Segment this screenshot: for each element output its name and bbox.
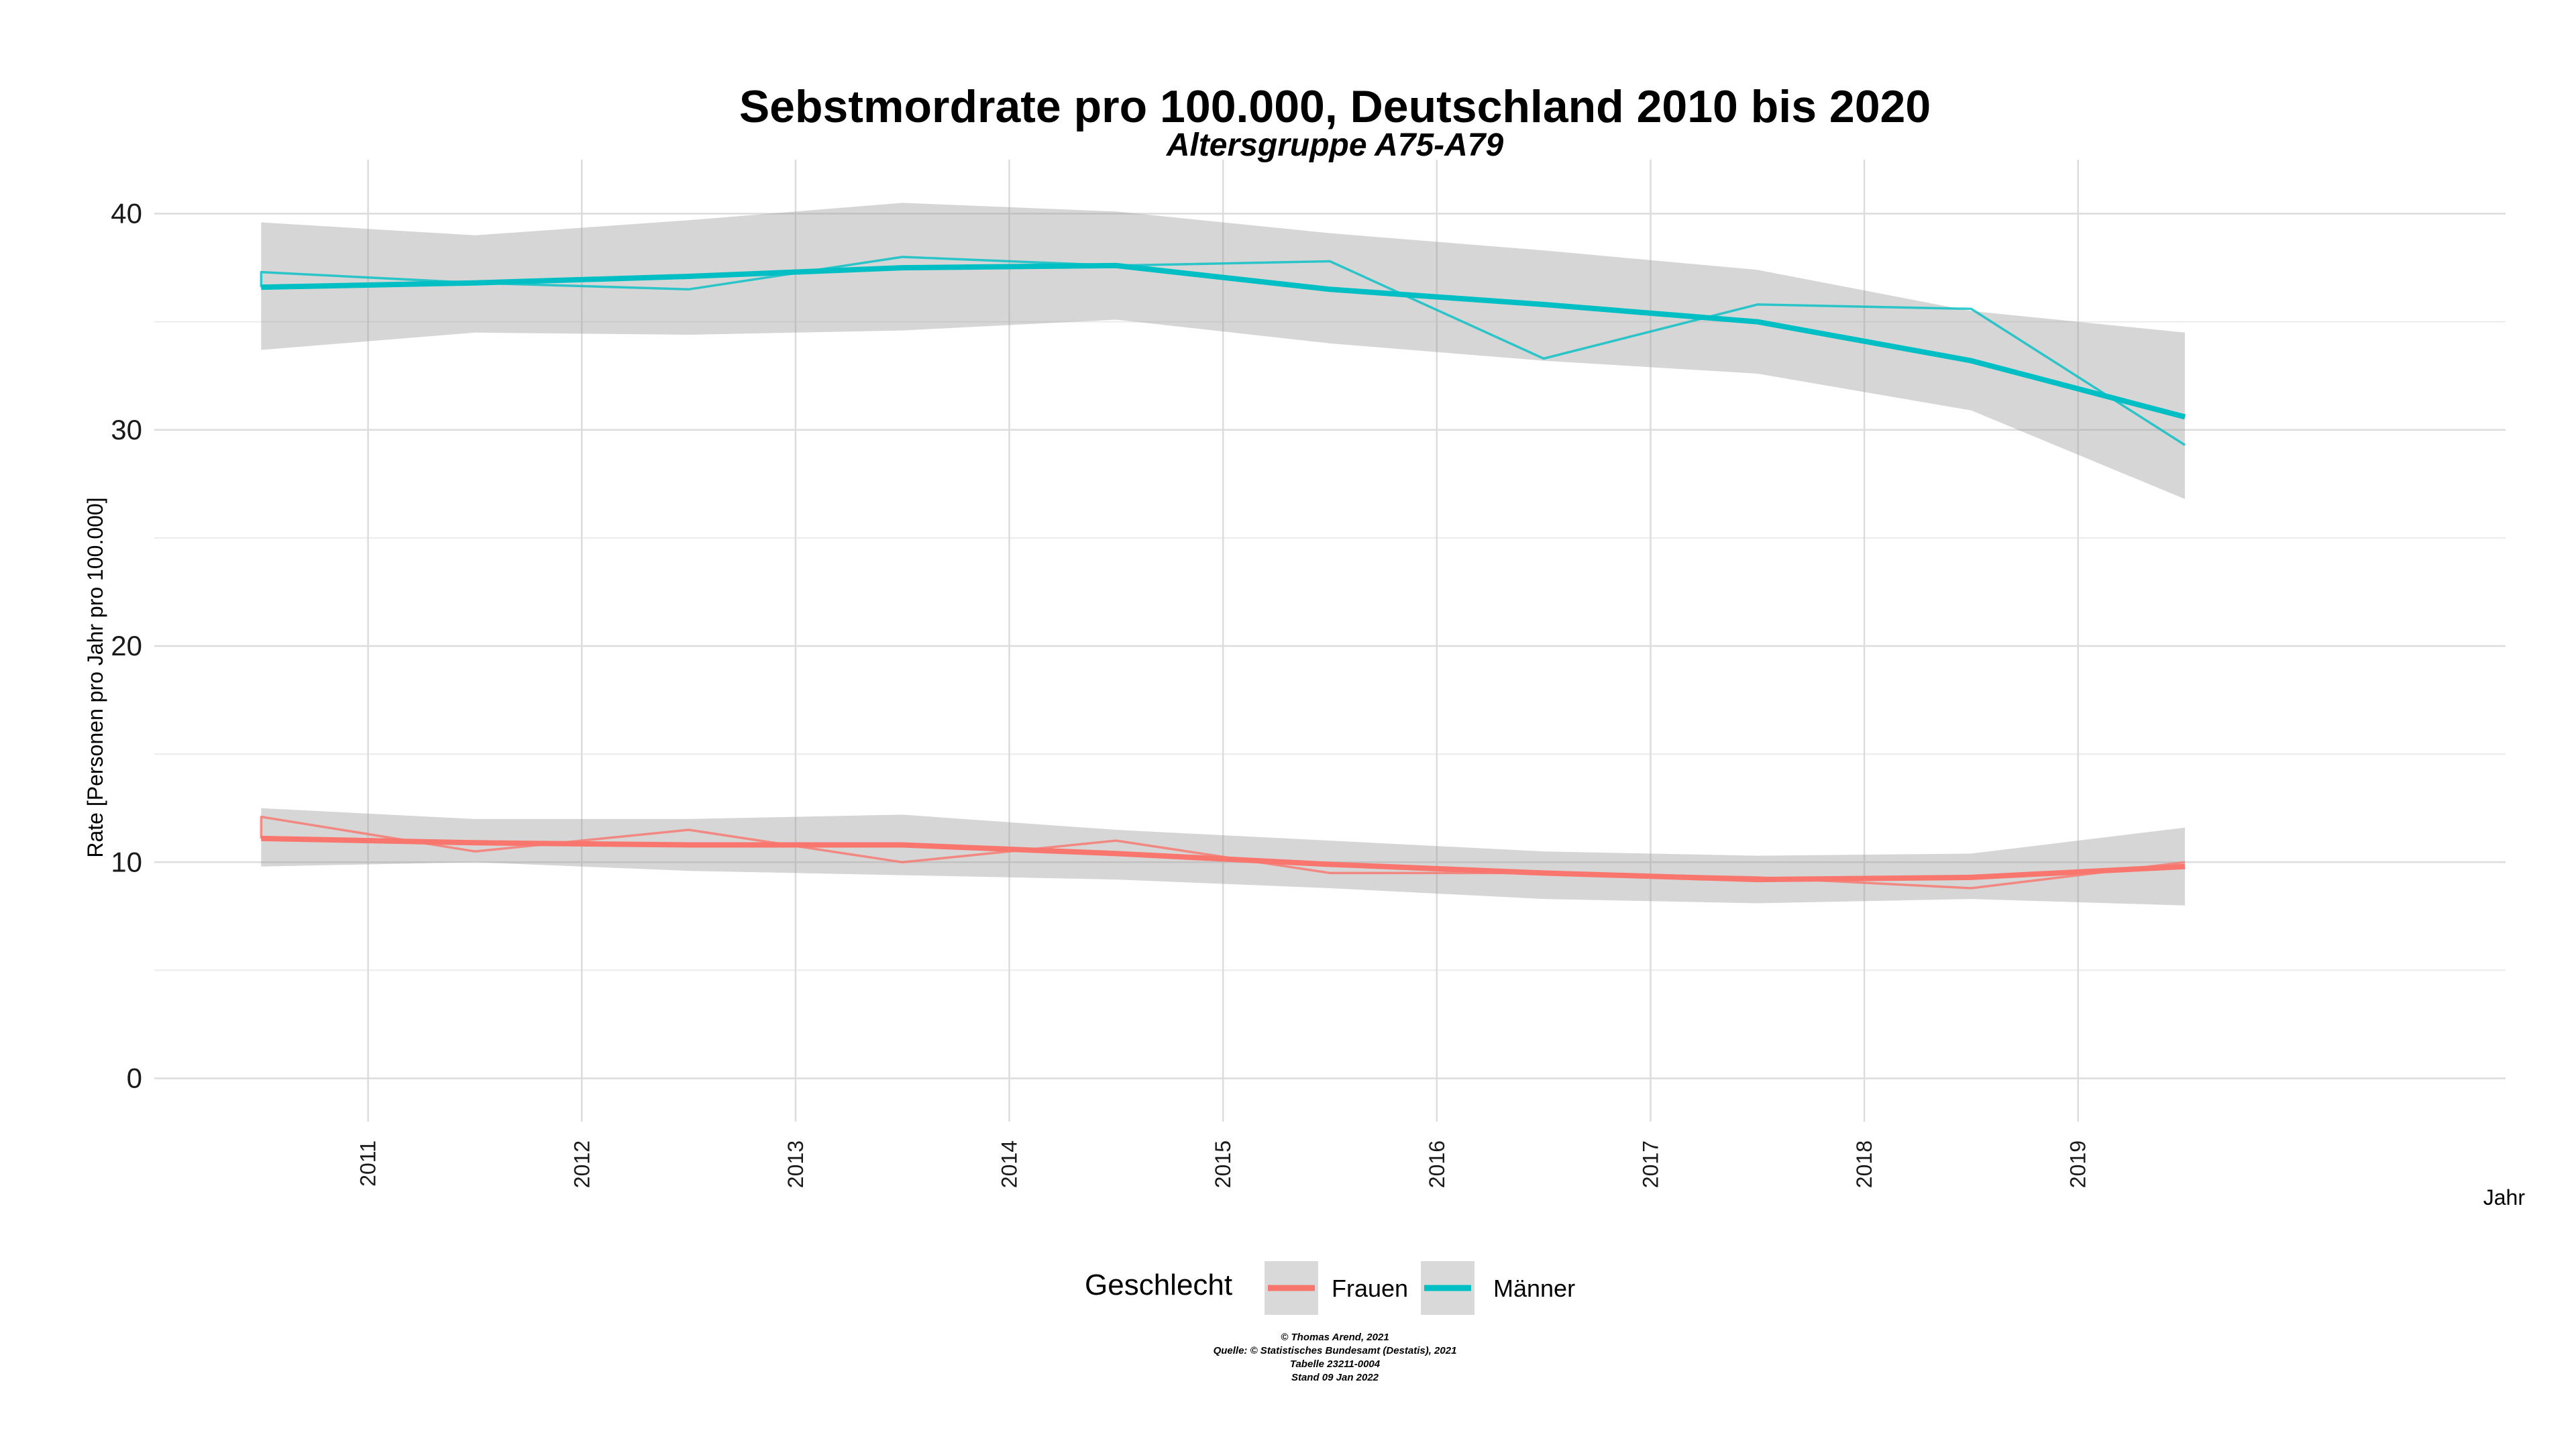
x-tick-label: 2019 [2066, 1140, 2090, 1188]
chart-title: Sebstmordrate pro 100.000, Deutschland 2… [739, 81, 1931, 132]
series-lines [260, 256, 2186, 890]
x-tick-label: 2013 [784, 1140, 808, 1188]
x-tick-label: 2017 [1638, 1140, 1662, 1188]
y-tick-label: 0 [127, 1063, 142, 1094]
x-axis-ticks: 2011 2012 2013 2014 2015 2016 2017 2018 2019 [356, 1140, 2090, 1188]
x-tick-label: 2014 [998, 1140, 1022, 1188]
caption-table: Tabelle 23211-0004 [1290, 1358, 1381, 1370]
chart-subtitle: Altersgruppe A75-A79 [1166, 127, 1504, 163]
y-axis-label: Rate [Personen pro Jahr pro 100.000] [83, 497, 107, 857]
x-axis-label: Jahr [2483, 1185, 2526, 1210]
legend: Geschlecht Frauen Männer [1085, 1261, 1575, 1315]
x-tick-label: 2016 [1425, 1140, 1449, 1188]
y-axis-ticks: 0 10 20 30 40 [111, 198, 142, 1094]
legend-label-maenner: Männer [1493, 1275, 1575, 1302]
y-tick-label: 10 [111, 846, 142, 877]
y-tick-label: 40 [111, 198, 142, 229]
caption: © Thomas Arend, 2021 Quelle: © Statistis… [1214, 1332, 1457, 1383]
legend-label-frauen: Frauen [1332, 1275, 1408, 1302]
x-tick-label: 2015 [1211, 1140, 1235, 1188]
y-tick-label: 20 [111, 630, 142, 661]
caption-date: Stand 09 Jan 2022 [1291, 1372, 1379, 1383]
x-tick-label: 2018 [1852, 1140, 1876, 1188]
caption-author: © Thomas Arend, 2021 [1281, 1332, 1389, 1343]
legend-title: Geschlecht [1085, 1269, 1232, 1301]
caption-source: Quelle: © Statistisches Bundesamt (Desta… [1214, 1345, 1457, 1356]
x-tick-label: 2012 [570, 1140, 594, 1188]
smooth-line-frauen [261, 835, 2186, 883]
smooth-line-maenner [261, 262, 2186, 420]
y-tick-label: 30 [111, 414, 142, 445]
x-tick-label: 2011 [356, 1140, 380, 1187]
